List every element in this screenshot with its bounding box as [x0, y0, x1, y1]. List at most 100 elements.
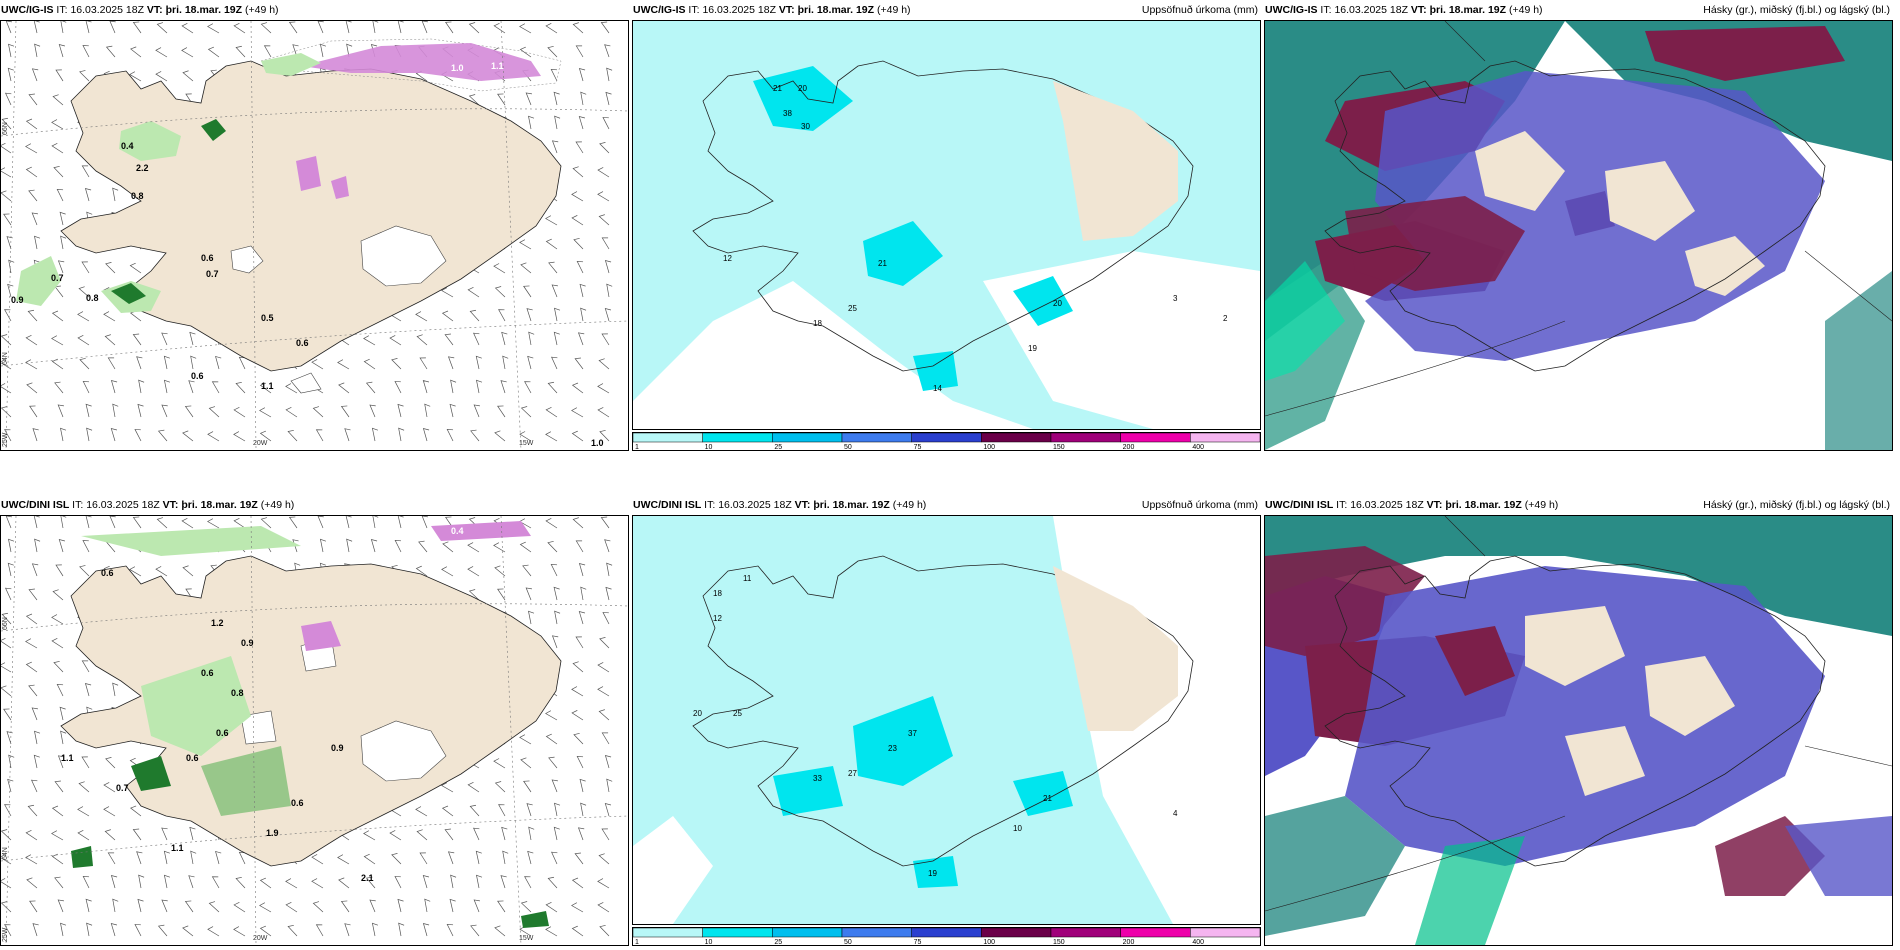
- wind-barb: [548, 261, 558, 274]
- wind-barb: [259, 430, 272, 442]
- svg-text:1.1: 1.1: [171, 843, 184, 853]
- colorbar-tick: 10: [705, 939, 713, 945]
- wind-barb: [371, 922, 379, 937]
- wind-barb: [553, 91, 560, 106]
- wind-barb: [28, 684, 38, 697]
- wind-barb: [498, 804, 506, 817]
- wind-barb: [107, 852, 116, 865]
- wind-barb: [4, 804, 12, 817]
- wind-barb: [571, 407, 584, 418]
- wind-barb: [109, 21, 116, 34]
- colorbar-segment: [772, 433, 843, 443]
- wind-barb: [554, 610, 561, 625]
- wind-barb: [572, 661, 584, 673]
- wind-barb: [104, 334, 116, 346]
- wind-barb: [182, 925, 194, 937]
- svg-text:0.6: 0.6: [296, 338, 309, 348]
- wind-barb: [235, 876, 246, 889]
- wind-barb: [525, 92, 532, 106]
- svg-text:0.6: 0.6: [101, 568, 114, 578]
- wind-barb: [547, 540, 558, 553]
- wind-barb: [59, 706, 66, 721]
- colorbar-tick: 200: [1123, 939, 1135, 945]
- map-area[interactable]: [1264, 515, 1893, 946]
- wind-barb: [576, 755, 584, 769]
- colorbar-segment: [1190, 928, 1260, 938]
- wind-barb: [604, 803, 612, 817]
- wind-barb: [394, 381, 402, 394]
- wind-barb: [233, 23, 246, 34]
- wind-barb: [597, 662, 610, 673]
- map-area[interactable]: 11 12 18 20 25 23 37 33 27 21 19 10 4: [632, 515, 1261, 925]
- wind-barb: [52, 94, 64, 106]
- wind-barb: [604, 308, 612, 322]
- colorbar-segment: [1050, 928, 1121, 938]
- wind-barb: [497, 588, 506, 601]
- wind-barb: [338, 382, 350, 394]
- wind-barb: [4, 309, 12, 322]
- wind-barb: [4, 924, 12, 937]
- wind-barb: [421, 516, 428, 529]
- wind-barb: [424, 898, 431, 913]
- wind-barb: [545, 733, 558, 745]
- wind-barb: [60, 730, 67, 745]
- wind-barb: [51, 830, 64, 841]
- wind-barb: [315, 429, 324, 442]
- wind-barb: [155, 71, 168, 82]
- wind-barb: [317, 516, 324, 529]
- wind-barb: [53, 660, 64, 673]
- wind-barb: [525, 587, 532, 601]
- precip-label: 38: [783, 109, 792, 118]
- init-time: 16.03.2025 18Z: [70, 4, 144, 16]
- wind-barb: [547, 381, 558, 394]
- wind-barb: [287, 429, 298, 442]
- wind-barb: [317, 21, 324, 34]
- wind-barb: [345, 21, 352, 34]
- wind-barb: [28, 189, 38, 202]
- wind-barb: [207, 23, 220, 34]
- wind-barb: [134, 429, 142, 442]
- wind-barb: [519, 541, 532, 553]
- wind-barb: [391, 358, 402, 370]
- wind-barb: [528, 826, 535, 841]
- wind-barb: [285, 878, 298, 889]
- map-area[interactable]: 38 21 20 30 12 21 25 18 20 19 14 3 2: [632, 20, 1261, 430]
- wind-barb: [494, 925, 506, 937]
- wind-barb: [259, 925, 272, 937]
- wind-barb: [576, 260, 584, 274]
- wind-barb: [468, 589, 480, 601]
- wind-barb: [447, 851, 455, 865]
- wind-barb: [520, 406, 532, 418]
- wind-barb: [215, 355, 222, 370]
- wind-barb: [55, 69, 64, 82]
- wind-barb: [208, 901, 220, 913]
- wind-barb: [340, 900, 350, 913]
- wind-barb: [449, 403, 456, 418]
- colorbar-segment: [633, 433, 703, 443]
- wind-barb: [372, 21, 379, 34]
- svg-text:0.6: 0.6: [216, 728, 229, 738]
- wind-barb: [605, 586, 612, 601]
- map-area[interactable]: 66N 64N 25W 20W 15W 0.6 1.2 0.6 0.9 0.8 …: [0, 515, 629, 946]
- wind-barb: [57, 404, 64, 418]
- map-area[interactable]: [1264, 20, 1893, 451]
- valid-time: þri. 18.mar. 19Z: [165, 4, 243, 16]
- wind-barb: [51, 335, 64, 346]
- wind-barb: [519, 23, 532, 34]
- wind-barb: [60, 516, 67, 529]
- wind-barb: [6, 236, 13, 250]
- wind-barb: [130, 46, 142, 58]
- wind-barb: [112, 682, 119, 697]
- wind-barb: [553, 331, 560, 346]
- wind-barb: [470, 924, 480, 937]
- wind-barb: [444, 333, 454, 346]
- wind-barb: [34, 730, 41, 745]
- svg-text:66N: 66N: [2, 617, 9, 630]
- wind-barb: [1, 829, 12, 841]
- wind-barb: [188, 380, 195, 394]
- wind-barb: [27, 804, 38, 817]
- wind-barb: [497, 900, 506, 913]
- svg-text:2.2: 2.2: [136, 163, 149, 173]
- map-area[interactable]: 66N 64N 25W 20W 15W 0.4 2.2 0.8 0.6 0.7 …: [0, 20, 629, 451]
- wind-barb: [445, 516, 454, 529]
